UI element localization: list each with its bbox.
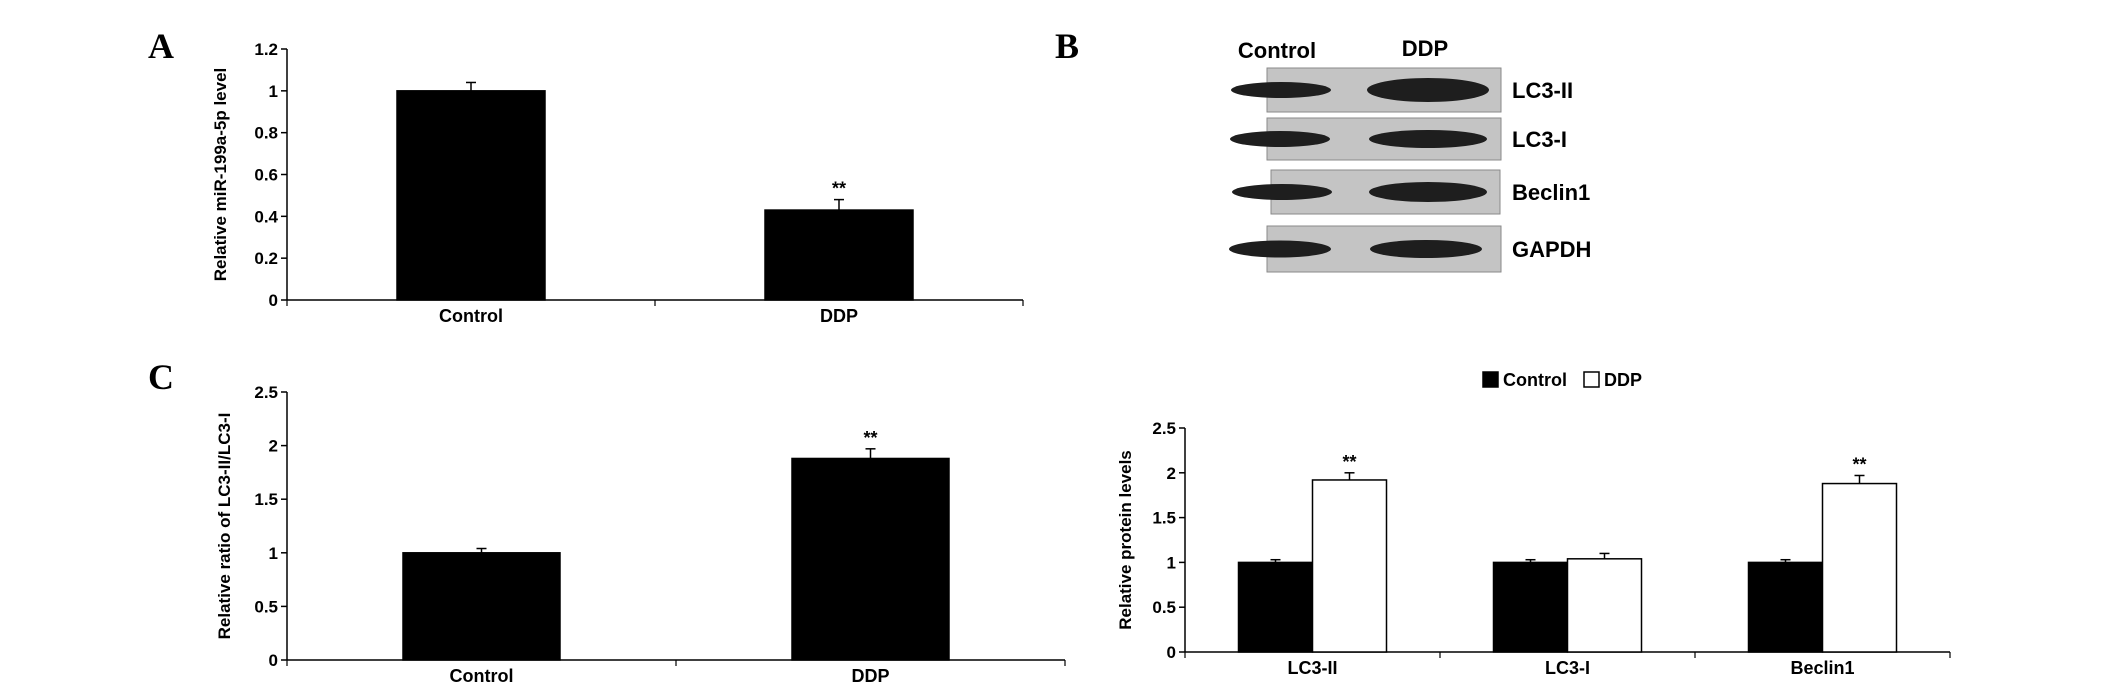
significance-marker: ** [832, 179, 846, 199]
chart-lc3-ratio: 0 0.5 1 1.5 2 2.5 Relative ratio of LC3-II/LC3… [215, 383, 1066, 686]
y-tick-label: 1.2 [254, 40, 278, 59]
y-axis-label: Relative miR-199a-5p level [211, 68, 230, 282]
blot-row-label: LC3-II [1512, 78, 1573, 103]
blot-band [1232, 184, 1332, 200]
category-label: Beclin1 [1790, 658, 1854, 678]
category-label: Control [450, 666, 514, 686]
bar [791, 457, 950, 661]
blot-column-ddp: DDP [1402, 36, 1448, 61]
y-tick-label: 2 [269, 437, 278, 456]
bar [1237, 561, 1314, 653]
blot-band [1231, 82, 1331, 98]
blot-column-control: Control [1238, 38, 1316, 63]
y-tick-label: 0 [269, 651, 278, 670]
significance-marker: ** [863, 428, 877, 448]
bar [1747, 561, 1824, 653]
blot-band [1229, 240, 1331, 258]
bar [1566, 558, 1643, 653]
blot-band [1369, 182, 1487, 202]
y-tick-label: 0.4 [254, 207, 278, 226]
category-label: DDP [820, 306, 858, 326]
panel-label-a: A [148, 26, 174, 66]
category-label: LC3-I [1545, 658, 1590, 678]
bar [764, 209, 914, 301]
legend-swatch-control [1482, 371, 1499, 388]
blot-band [1370, 240, 1482, 258]
significance-marker: ** [1342, 452, 1356, 472]
bar [402, 552, 561, 661]
y-axis-label: Relative ratio of LC3-II/LC3-I [215, 413, 234, 640]
blot-row-label: Beclin1 [1512, 180, 1590, 205]
category-label: DDP [851, 666, 889, 686]
y-tick-label: 1 [269, 544, 278, 563]
blot-band [1369, 130, 1487, 148]
chart-legend: Control DDP [1482, 370, 1642, 390]
legend-label-ddp: DDP [1604, 370, 1642, 390]
y-axis-label: Relative protein levels [1116, 450, 1135, 630]
blot-band [1367, 78, 1489, 102]
blot-row-label: GAPDH [1512, 237, 1591, 262]
legend-swatch-ddp [1583, 371, 1600, 388]
y-tick-label: 1 [1167, 553, 1176, 572]
y-tick-label: 2.5 [254, 383, 278, 402]
panel-label-c: C [148, 357, 174, 397]
y-tick-label: 1.5 [1152, 509, 1176, 528]
blot-row-label: LC3-I [1512, 127, 1567, 152]
bar [396, 90, 546, 301]
y-tick-label: 0 [269, 291, 278, 310]
y-tick-label: 0.6 [254, 166, 278, 185]
chart-relative-protein-levels: 0 0.5 1 1.5 2 2.5 Relative protein levels ** LC3… [1116, 419, 1951, 678]
bar [1311, 479, 1388, 653]
bar [1821, 482, 1898, 653]
y-tick-label: 1 [269, 82, 278, 101]
panel-label-b: B [1055, 26, 1079, 66]
y-tick-label: 0.2 [254, 249, 278, 268]
y-tick-label: 0.5 [1152, 598, 1176, 617]
y-tick-label: 0.5 [254, 597, 278, 616]
significance-marker: ** [1852, 454, 1866, 474]
category-label: LC3-II [1287, 658, 1337, 678]
y-tick-label: 2 [1167, 464, 1176, 483]
y-tick-label: 1.5 [254, 490, 278, 509]
y-tick-label: 2.5 [1152, 419, 1176, 438]
western-blot: Control DDP LC3-II LC3-I Beclin1 GAPDH [1229, 36, 1591, 273]
legend-label-control: Control [1503, 370, 1567, 390]
category-label: Control [439, 306, 503, 326]
blot-band [1230, 131, 1330, 147]
y-tick-label: 0.8 [254, 124, 278, 143]
bar [1492, 561, 1569, 653]
chart-relative-mir-level: 0 0.2 0.4 0.6 0.8 1 1.2 Relative miR-199a-5p le… [211, 40, 1024, 326]
y-tick-label: 0 [1167, 643, 1176, 662]
